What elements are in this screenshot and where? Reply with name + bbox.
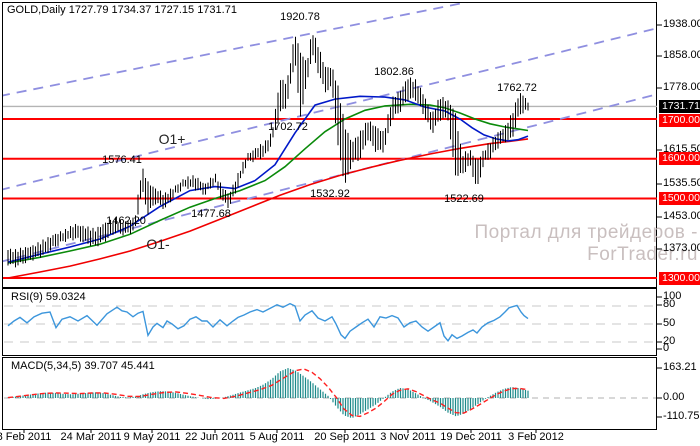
- trendline-dashed: [3, 93, 657, 263]
- moving-average-green_mid: [7, 103, 529, 264]
- rsi-line: [7, 302, 529, 342]
- macd-panel-frame: [2, 357, 657, 430]
- watermark: Портал для трейдеров - ForTrader.ru: [474, 222, 698, 265]
- macd-signal-line: [7, 368, 529, 418]
- main-panel-frame: [2, 2, 657, 288]
- rsi-panel-frame: [2, 288, 657, 356]
- trendline-dashed: [3, 27, 657, 191]
- main-chart-group: [3, 3, 657, 280]
- trendline-dashed: [3, 3, 468, 97]
